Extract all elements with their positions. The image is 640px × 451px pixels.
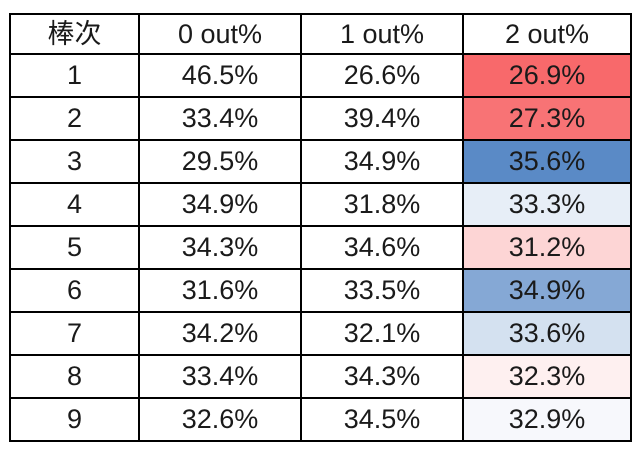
header-0-out: 0 out% [138, 13, 302, 55]
table-row: 9 32.6% 34.5% 32.9% [9, 397, 632, 442]
cell-1-out: 34.5% [300, 397, 464, 442]
cell-batting-order: 6 [9, 268, 140, 313]
header-1-out: 1 out% [300, 13, 464, 55]
cell-2-out-heatmap: 34.9% [462, 268, 632, 313]
cell-0-out: 34.2% [138, 311, 302, 356]
batting-order-out-percentage-table: 棒次 0 out% 1 out% 2 out% 1 46.5% 26.6% 26… [9, 13, 632, 442]
table-row: 2 33.4% 39.4% 27.3% [9, 96, 632, 141]
cell-1-out: 34.6% [300, 225, 464, 270]
cell-1-out: 32.1% [300, 311, 464, 356]
table-row: 7 34.2% 32.1% 33.6% [9, 311, 632, 356]
cell-0-out: 33.4% [138, 354, 302, 399]
cell-0-out: 34.3% [138, 225, 302, 270]
cell-0-out: 32.6% [138, 397, 302, 442]
table-row: 4 34.9% 31.8% 33.3% [9, 182, 632, 227]
table-row: 1 46.5% 26.6% 26.9% [9, 53, 632, 98]
cell-batting-order: 4 [9, 182, 140, 227]
cell-2-out-heatmap: 32.3% [462, 354, 632, 399]
cell-1-out: 31.8% [300, 182, 464, 227]
header-row: 棒次 0 out% 1 out% 2 out% [9, 13, 632, 55]
table-row: 8 33.4% 34.3% 32.3% [9, 354, 632, 399]
cell-0-out: 29.5% [138, 139, 302, 184]
cell-batting-order: 1 [9, 53, 140, 98]
header-batting-order: 棒次 [9, 13, 140, 55]
cell-0-out: 31.6% [138, 268, 302, 313]
cell-batting-order: 8 [9, 354, 140, 399]
cell-0-out: 46.5% [138, 53, 302, 98]
cell-1-out: 34.3% [300, 354, 464, 399]
header-2-out: 2 out% [462, 13, 632, 55]
cell-batting-order: 9 [9, 397, 140, 442]
cell-2-out-heatmap: 33.3% [462, 182, 632, 227]
cell-0-out: 34.9% [138, 182, 302, 227]
cell-batting-order: 5 [9, 225, 140, 270]
cell-2-out-heatmap: 31.2% [462, 225, 632, 270]
cell-1-out: 39.4% [300, 96, 464, 141]
table-row: 5 34.3% 34.6% 31.2% [9, 225, 632, 270]
cell-batting-order: 2 [9, 96, 140, 141]
cell-2-out-heatmap: 26.9% [462, 53, 632, 98]
cell-2-out-heatmap: 27.3% [462, 96, 632, 141]
cell-0-out: 33.4% [138, 96, 302, 141]
cell-1-out: 33.5% [300, 268, 464, 313]
cell-2-out-heatmap: 35.6% [462, 139, 632, 184]
table-row: 3 29.5% 34.9% 35.6% [9, 139, 632, 184]
cell-1-out: 34.9% [300, 139, 464, 184]
cell-2-out-heatmap: 33.6% [462, 311, 632, 356]
cell-batting-order: 3 [9, 139, 140, 184]
table-row: 6 31.6% 33.5% 34.9% [9, 268, 632, 313]
cell-1-out: 26.6% [300, 53, 464, 98]
cell-batting-order: 7 [9, 311, 140, 356]
cell-2-out-heatmap: 32.9% [462, 397, 632, 442]
